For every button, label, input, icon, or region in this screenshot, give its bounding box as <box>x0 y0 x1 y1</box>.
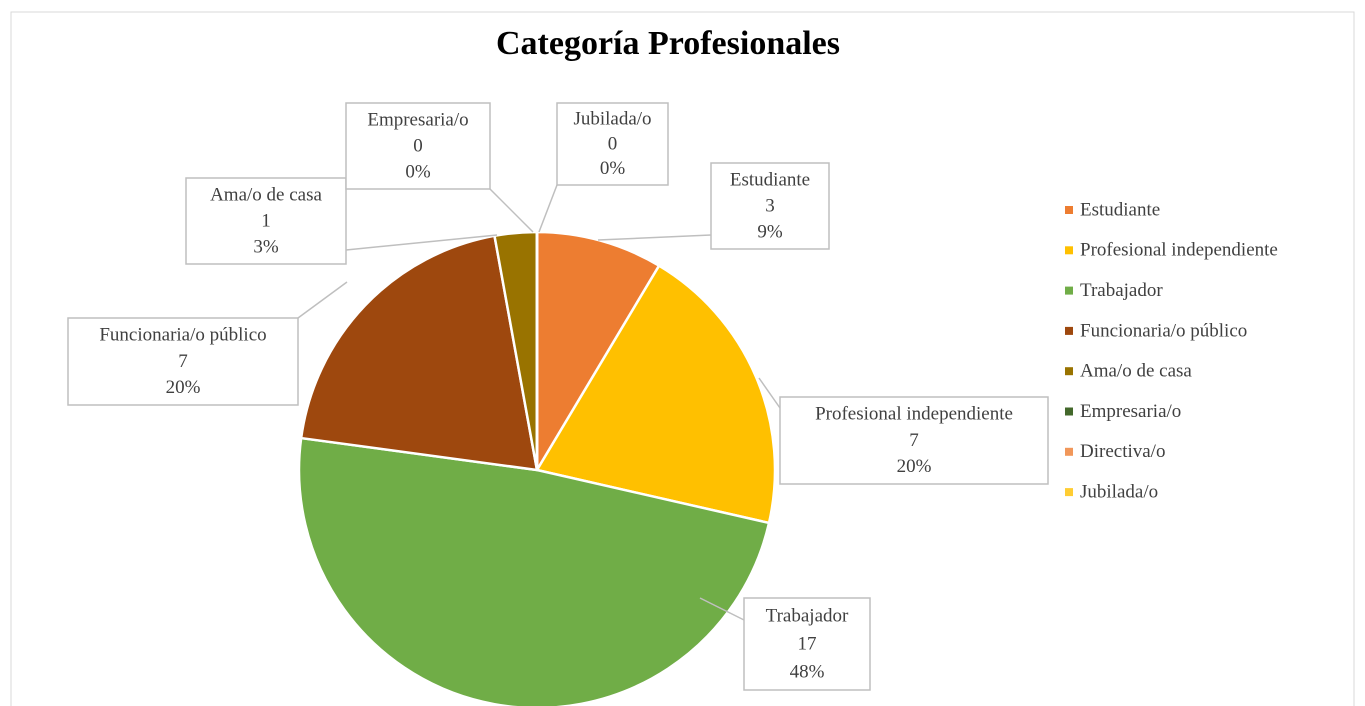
leader-line <box>345 234 498 251</box>
data-label-value: 7 <box>178 351 188 372</box>
legend-label: Jubilada/o <box>1080 481 1158 502</box>
data-label-name: Jubilada/o <box>573 109 651 130</box>
data-label-value: 1 <box>261 210 271 231</box>
data-label-percent: 9% <box>757 221 783 242</box>
data-label-box <box>67 317 299 406</box>
leader-line <box>489 188 534 233</box>
data-label-value: 3 <box>765 195 775 216</box>
legend-label: Profesional independiente <box>1080 240 1278 261</box>
legend-label: Directiva/o <box>1080 441 1165 462</box>
data-label-percent: 3% <box>253 236 279 257</box>
leader-line <box>538 184 558 233</box>
leader-line <box>597 234 712 241</box>
data-label-value: 7 <box>909 430 919 451</box>
data-label-name: Profesional independiente <box>815 404 1013 425</box>
data-label-value: 17 <box>798 633 817 654</box>
legend-swatch <box>1065 407 1073 416</box>
pie-slice <box>299 234 539 472</box>
data-label-value: 0 <box>608 133 618 154</box>
data-label-percent: 0% <box>600 158 626 179</box>
pie-slice <box>297 436 771 706</box>
data-label-percent: 0% <box>405 161 431 182</box>
legend-swatch <box>1065 488 1073 497</box>
data-label-box <box>779 396 1049 485</box>
data-label-percent: 48% <box>790 661 825 682</box>
data-label-percent: 20% <box>897 456 932 477</box>
legend-label: Ama/o de casa <box>1080 361 1192 382</box>
data-label-percent: 20% <box>166 377 201 398</box>
data-label-box <box>743 597 871 691</box>
data-label-name: Ama/o de casa <box>210 184 322 205</box>
legend-label: Estudiante <box>1080 199 1160 220</box>
leader-line <box>297 281 348 319</box>
leader-line <box>699 597 745 621</box>
data-label-value: 0 <box>413 135 423 156</box>
data-label-name: Trabajador <box>766 605 849 626</box>
pie-slice <box>535 263 777 525</box>
data-label-name: Empresaria/o <box>367 109 468 130</box>
legend-label: Trabajador <box>1080 280 1163 301</box>
legend-swatch <box>1065 447 1073 456</box>
legend-label: Funcionaria/o público <box>1080 320 1247 341</box>
data-label-name: Estudiante <box>730 169 810 190</box>
legend-swatch <box>1065 246 1073 255</box>
chart-frame <box>10 11 1355 706</box>
data-label-box <box>185 177 347 265</box>
legend-swatch <box>1065 326 1073 335</box>
leader-line <box>758 377 781 409</box>
data-label-box <box>345 102 491 190</box>
data-label-box <box>710 162 830 250</box>
data-label-box <box>556 102 669 186</box>
legend-swatch <box>1065 206 1073 214</box>
chart-title: Categoría Profesionales <box>496 25 840 62</box>
legend-swatch <box>1065 286 1073 295</box>
data-label-name: Funcionaria/o público <box>99 325 266 346</box>
legend-label: Empresaria/o <box>1080 401 1181 422</box>
legend-swatch <box>1065 367 1073 376</box>
